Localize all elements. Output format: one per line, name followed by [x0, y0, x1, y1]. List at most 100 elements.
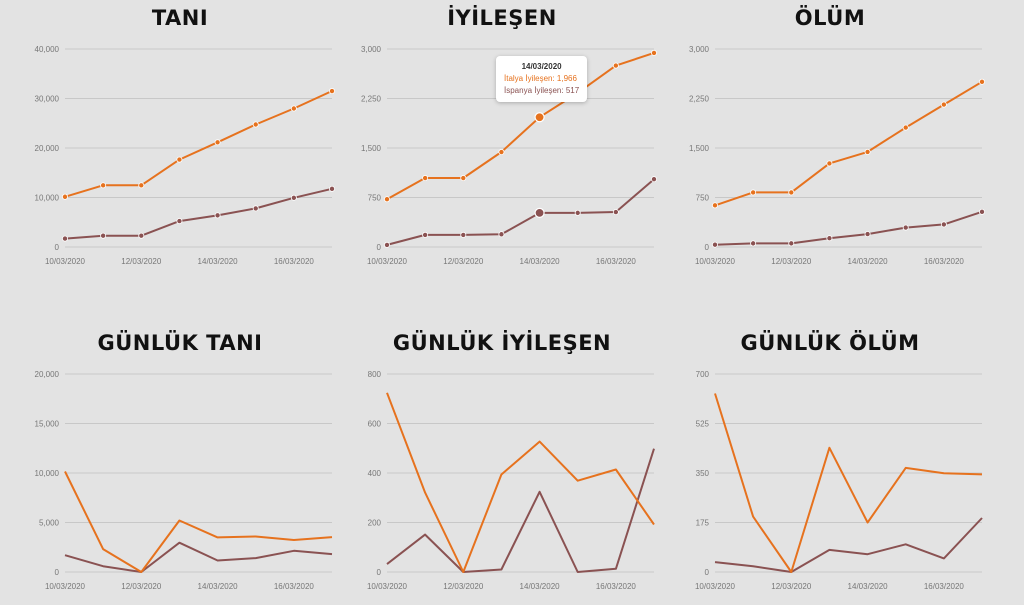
- data-point: [864, 148, 871, 155]
- series-line-1: [714, 210, 983, 246]
- y-tick-label: 350: [696, 469, 710, 478]
- data-point: [384, 241, 391, 248]
- data-point: [214, 212, 221, 219]
- x-tick-label: 14/03/2020: [198, 257, 239, 266]
- data-point: [534, 207, 545, 218]
- data-point: [176, 156, 183, 163]
- x-tick-label: 16/03/2020: [274, 582, 315, 591]
- series-line-1: [714, 517, 983, 573]
- x-tick-label: 14/03/2020: [520, 582, 561, 591]
- data-point: [214, 139, 221, 146]
- data-point: [252, 121, 259, 128]
- tooltip-date: 14/03/2020: [521, 62, 562, 71]
- y-tick-label: 1,500: [361, 144, 382, 153]
- data-point: [612, 62, 619, 69]
- data-point: [534, 112, 545, 123]
- data-point: [62, 193, 69, 200]
- y-tick-label: 30,000: [35, 95, 60, 104]
- x-tick-label: 16/03/2020: [596, 257, 637, 266]
- data-point: [138, 182, 145, 189]
- x-tick-label: 10/03/2020: [367, 582, 408, 591]
- y-tick-label: 0: [377, 243, 382, 252]
- data-point: [978, 208, 985, 215]
- data-point: [498, 149, 505, 156]
- series-line-0: [64, 90, 333, 198]
- data-point: [574, 209, 581, 216]
- chart-panel-tani: TANI 0 10,000 20,000 30,000 40,000 10/03/2020…: [20, 0, 340, 280]
- series-line-1: [386, 178, 655, 246]
- data-point: [902, 224, 909, 231]
- chart-title: TANI: [151, 6, 209, 30]
- data-point: [712, 241, 719, 248]
- chart-title: GÜNLÜK ÖLÜM: [740, 331, 920, 355]
- x-tick-label: 12/03/2020: [121, 257, 162, 266]
- data-point: [940, 101, 947, 108]
- x-tick-label: 10/03/2020: [695, 257, 736, 266]
- data-point: [902, 124, 909, 131]
- chart-panel-olum: ÖLÜM 0 750 1,500 2,250 3,000 10/03/2020 12/03/…: [670, 0, 990, 280]
- data-point: [176, 218, 183, 225]
- x-tick-label: 14/03/2020: [198, 582, 239, 591]
- chart-svg: 0 175 350 525 700 10/03/2020 12/03/2020 14/03/2…: [695, 370, 983, 591]
- series-line-1: [386, 448, 655, 573]
- data-point: [612, 209, 619, 216]
- x-tick-label: 16/03/2020: [924, 582, 965, 591]
- y-tick-label: 175: [696, 519, 710, 528]
- data-point: [650, 49, 657, 56]
- chart-panel-gunluk-olum: GÜNLÜK ÖLÜM 0 175 350 525 700 10/03/2020 12/03…: [670, 325, 990, 605]
- y-tick-label: 200: [368, 519, 382, 528]
- chart-svg: 0 200 400 600 800 10/03/2020 12/03/2020 14/03/2…: [367, 370, 655, 591]
- series-line-0: [714, 80, 983, 207]
- data-point: [290, 105, 297, 112]
- y-tick-label: 10,000: [35, 469, 60, 478]
- x-tick-label: 14/03/2020: [848, 257, 889, 266]
- chart-panel-iyilesen: İYİLEŞEN 0 750 1,500 2,250 3,000 10/03/2020 12…: [342, 0, 662, 280]
- data-point: [750, 240, 757, 247]
- y-tick-label: 20,000: [35, 370, 60, 379]
- data-point: [422, 231, 429, 238]
- x-tick-label: 12/03/2020: [771, 257, 812, 266]
- y-tick-label: 15,000: [35, 420, 60, 429]
- y-tick-label: 1,500: [689, 144, 710, 153]
- series-line-1: [64, 541, 333, 573]
- data-point: [826, 160, 833, 167]
- series-line-0: [386, 51, 655, 201]
- chart-svg: 0 5,000 10,000 15,000 20,000 10/03/2020 12/03/…: [35, 370, 333, 591]
- series-line-0: [64, 471, 333, 573]
- y-tick-label: 0: [705, 568, 710, 577]
- series-line-0: [386, 392, 655, 573]
- y-tick-label: 0: [55, 243, 60, 252]
- data-point: [100, 182, 107, 189]
- x-tick-label: 12/03/2020: [443, 257, 484, 266]
- y-tick-label: 10,000: [35, 194, 60, 203]
- data-point: [138, 232, 145, 239]
- y-tick-label: 40,000: [35, 45, 60, 54]
- chart-tooltip: 14/03/2020 İtalya İyileşen: 1,966 İspany…: [496, 56, 588, 102]
- data-point: [864, 231, 871, 238]
- data-point: [788, 189, 795, 196]
- data-point: [826, 235, 833, 242]
- x-tick-label: 10/03/2020: [45, 257, 86, 266]
- chart-title: ÖLÜM: [794, 6, 866, 30]
- x-tick-label: 14/03/2020: [848, 582, 889, 591]
- chart-svg: 0 10,000 20,000 30,000 40,000 10/03/2020 12/03…: [35, 45, 335, 266]
- y-tick-label: 800: [368, 370, 382, 379]
- data-point: [422, 175, 429, 182]
- chart-title: GÜNLÜK TANI: [97, 331, 263, 355]
- data-point: [650, 176, 657, 183]
- x-tick-label: 10/03/2020: [367, 257, 408, 266]
- x-tick-label: 10/03/2020: [695, 582, 736, 591]
- y-tick-label: 3,000: [361, 45, 382, 54]
- chart-title: GÜNLÜK İYİLEŞEN: [392, 331, 612, 355]
- y-tick-label: 2,250: [689, 95, 710, 104]
- data-point: [62, 235, 69, 242]
- x-tick-label: 16/03/2020: [274, 257, 315, 266]
- y-tick-label: 0: [55, 568, 60, 577]
- data-point: [384, 196, 391, 203]
- y-tick-label: 0: [705, 243, 710, 252]
- data-point: [328, 185, 335, 192]
- series-line-1: [64, 187, 333, 240]
- x-tick-label: 12/03/2020: [443, 582, 484, 591]
- x-tick-label: 16/03/2020: [924, 257, 965, 266]
- y-tick-label: 5,000: [39, 519, 60, 528]
